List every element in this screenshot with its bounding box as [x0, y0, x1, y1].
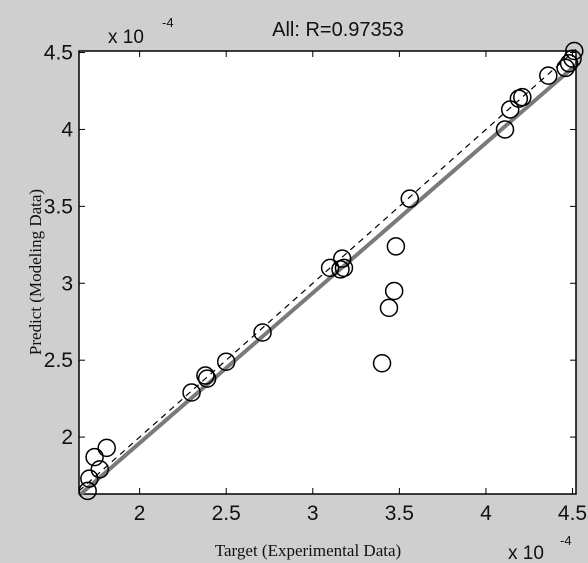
- data-point: [182, 383, 201, 402]
- y-multiplier-exponent: -4: [162, 15, 174, 30]
- identity-line: [78, 49, 577, 492]
- data-point: [320, 258, 340, 278]
- data-point: [513, 87, 532, 107]
- data-point: [372, 354, 392, 373]
- y-tick-label: 2: [61, 426, 73, 449]
- data-point: [400, 189, 420, 208]
- data-point: [332, 249, 352, 268]
- data-point: [253, 323, 272, 342]
- chart-title: All: R=0.97353: [272, 19, 404, 41]
- data-point: [85, 447, 104, 467]
- y-tick-label: 4.5: [44, 42, 73, 65]
- y-axis-label: Predict (Modeling Data): [26, 189, 45, 355]
- lines-layer: [77, 49, 578, 498]
- y-tick-label: 3: [61, 272, 73, 295]
- data-point: [539, 66, 558, 85]
- data-point: [565, 41, 584, 61]
- y-axis-ticks: 2 2.5 3 3.5 4 4.5: [44, 42, 576, 449]
- data-point: [495, 120, 515, 139]
- x-tick-label: 3.5: [385, 502, 414, 525]
- data-point: [384, 281, 404, 301]
- data-point: [216, 352, 236, 371]
- y-multiplier-base: x 10: [108, 27, 144, 48]
- data-point: [78, 481, 97, 501]
- data-point: [379, 298, 399, 318]
- data-point: [196, 366, 215, 385]
- x-axis-label: Target (Experimental Data): [215, 541, 401, 560]
- x-tick-label: 4: [480, 502, 492, 525]
- data-point: [197, 369, 217, 388]
- data-point: [80, 469, 99, 488]
- fit-line: [77, 63, 578, 498]
- x-tick-label: 3: [307, 502, 319, 525]
- y-tick-label: 3.5: [44, 195, 73, 218]
- data-point: [97, 438, 116, 458]
- data-point: [90, 460, 110, 479]
- y-tick-label: 4: [61, 118, 73, 141]
- x-tick-label: 2.5: [212, 502, 241, 525]
- y-tick-label: 2.5: [44, 349, 73, 372]
- x-multiplier-exponent: -4: [560, 533, 572, 548]
- data-point: [556, 58, 575, 78]
- x-tick-label: 2: [134, 502, 146, 525]
- x-axis-ticks: 2 2.5 3 3.5 4 4.5: [134, 51, 587, 525]
- x-tick-label: 4.5: [558, 502, 587, 525]
- points-layer: [78, 41, 584, 501]
- data-point: [386, 237, 406, 256]
- x-multiplier-base: x 10: [508, 543, 544, 563]
- plot-area: [78, 50, 577, 495]
- data-point: [563, 49, 582, 68]
- data-point: [559, 54, 579, 73]
- data-point: [334, 258, 354, 278]
